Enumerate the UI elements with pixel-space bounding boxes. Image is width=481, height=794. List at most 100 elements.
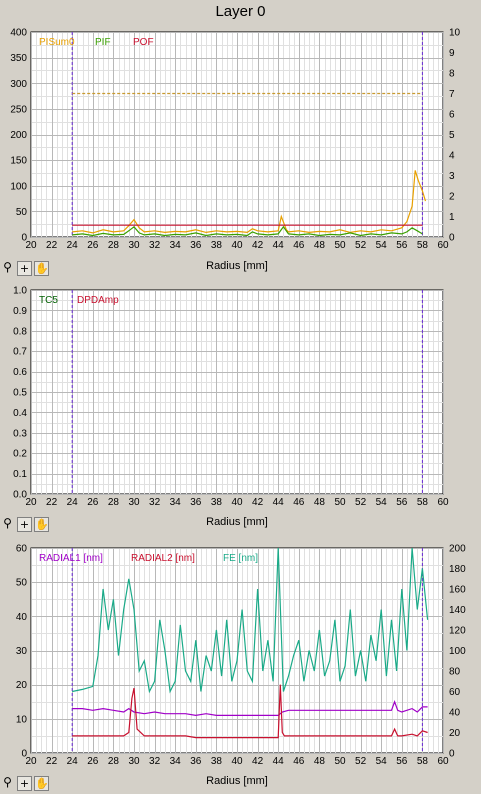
x-tick-label: 56 <box>396 756 408 767</box>
x-tick-label: 28 <box>108 497 120 508</box>
y-tick-label: 50 <box>16 578 28 589</box>
x-tick-label: 52 <box>355 497 367 508</box>
x-tick-label: 28 <box>108 756 120 767</box>
x-tick-label: 38 <box>211 240 223 251</box>
y-tick-label: 150 <box>10 156 27 167</box>
chart-1-xlabel: Radius [mm] <box>206 260 268 272</box>
chart-3-svg[interactable]: 0102030405060020406080100120140160180200… <box>0 540 481 794</box>
y2-tick-label: 80 <box>449 667 461 678</box>
y-tick-label: 0.3 <box>13 428 27 439</box>
x-tick-label: 60 <box>437 756 449 767</box>
hand-icon[interactable]: ✋ <box>34 261 49 276</box>
y2-tick-label: 0 <box>449 749 455 760</box>
x-tick-label: 52 <box>355 240 367 251</box>
x-tick-label: 42 <box>252 240 264 251</box>
chart-2-toolbar: ⚲ + ✋ <box>0 517 49 532</box>
plus-button[interactable]: + <box>17 776 32 791</box>
chart-1-toolbar: ⚲ + ✋ <box>0 261 49 276</box>
y2-tick-label: 3 <box>449 171 455 182</box>
x-tick-label: 32 <box>149 497 161 508</box>
y-tick-label: 0.2 <box>13 449 27 460</box>
zoom-icon[interactable]: ⚲ <box>3 260 12 274</box>
major-grid <box>31 290 444 495</box>
y-tick-label: 250 <box>10 104 27 115</box>
hand-icon[interactable]: ✋ <box>34 776 49 791</box>
x-tick-label: 26 <box>87 497 99 508</box>
x-tick-label: 52 <box>355 756 367 767</box>
plus-button[interactable]: + <box>17 261 32 276</box>
x-tick-label: 22 <box>46 240 58 251</box>
x-tick-label: 44 <box>273 497 285 508</box>
y-tick-label: 300 <box>10 79 27 90</box>
window-title: Layer 0 <box>215 3 266 20</box>
x-tick-label: 58 <box>417 240 429 251</box>
x-tick-label: 24 <box>67 497 79 508</box>
y2-tick-label: 40 <box>449 708 461 719</box>
x-tick-label: 40 <box>231 240 243 251</box>
x-tick-label: 36 <box>190 497 202 508</box>
x-tick-label: 34 <box>170 497 182 508</box>
y-tick-label: 100 <box>10 181 27 192</box>
zoom-icon[interactable]: ⚲ <box>3 775 12 789</box>
x-tick-label: 32 <box>149 756 161 767</box>
y-tick-label: 0.5 <box>13 388 27 399</box>
hand-icon[interactable]: ✋ <box>34 517 49 532</box>
y2-tick-label: 7 <box>449 89 455 100</box>
y-tick-label: 30 <box>16 646 28 657</box>
chart-2-svg[interactable]: 0.0 0.1 0.2 0.3 0.4 0.5 0.6 0.7 0.8 0.9 1.0 20 22 24 2… <box>0 282 481 538</box>
x-tick-label: 48 <box>314 756 326 767</box>
legend-entry: POF <box>133 37 154 48</box>
y2-tick-label: 2 <box>449 192 455 203</box>
y-tick-label: 0.1 <box>13 469 27 480</box>
x-tick-label: 42 <box>252 756 264 767</box>
y-tick-label: 0 <box>21 233 27 244</box>
chart-panel-2: 0.0 0.1 0.2 0.3 0.4 0.5 0.6 0.7 0.8 0.9 1.0 20 22 24 2… <box>0 282 481 538</box>
legend-entry: PISum0 <box>39 37 75 48</box>
series-line-2-2 <box>72 548 429 694</box>
x-tick-label: 42 <box>252 497 264 508</box>
zoom-icon[interactable]: ⚲ <box>3 516 12 530</box>
y2-tick-label: 100 <box>449 646 466 657</box>
chart-3-xlabel: Radius [mm] <box>206 775 268 787</box>
y2-tick-label: 5 <box>449 130 455 141</box>
x-tick-label: 56 <box>396 497 408 508</box>
x-tick-label: 54 <box>376 756 388 767</box>
y2-tick-label: 9 <box>449 48 455 59</box>
x-tick-label: 46 <box>293 240 305 251</box>
x-tick-label: 30 <box>128 497 140 508</box>
chart-panel-3: 0 10 20 30 40 50 60 0 20 40 60 80 100 120 140 160 180 200… <box>0 540 481 794</box>
x-tick-label: 26 <box>87 240 99 251</box>
y-tick-label: 200 <box>10 130 27 141</box>
x-tick-label: 30 <box>128 240 140 251</box>
x-tick-label: 50 <box>334 497 346 508</box>
y-tick-label: 10 <box>16 714 28 725</box>
chart-3-toolbar: ⚲ + ✋ <box>0 776 49 791</box>
y-tick-label: 60 <box>16 544 28 555</box>
major-grid <box>31 32 444 238</box>
x-tick-label: 22 <box>46 756 58 767</box>
plus-button[interactable]: + <box>17 517 32 532</box>
y-tick-label: 40 <box>16 612 28 623</box>
chart-2-xlabel: Radius [mm] <box>206 516 268 528</box>
x-tick-label: 30 <box>128 756 140 767</box>
legend-entry: RADIAL2 [nm] <box>131 553 195 564</box>
x-tick-label: 40 <box>231 497 243 508</box>
x-tick-label: 38 <box>211 756 223 767</box>
y2-tick-label: 140 <box>449 605 466 616</box>
series-line-2-1 <box>72 684 428 739</box>
x-tick-label: 50 <box>334 756 346 767</box>
y2-tick-label: 20 <box>449 728 461 739</box>
x-tick-label: 58 <box>417 497 429 508</box>
x-tick-label: 60 <box>437 240 449 251</box>
series-line-0-1 <box>72 225 423 237</box>
x-tick-label: 22 <box>46 497 58 508</box>
x-tick-label: 46 <box>293 497 305 508</box>
y-tick-label: 1.0 <box>13 286 27 297</box>
x-tick-label: 48 <box>314 497 326 508</box>
y-tick-label: 400 <box>10 28 27 39</box>
x-tick-label: 20 <box>25 240 37 251</box>
y-tick-label: 0 <box>21 749 27 760</box>
x-tick-label: 34 <box>170 240 182 251</box>
y-tick-label: 0.7 <box>13 347 27 358</box>
